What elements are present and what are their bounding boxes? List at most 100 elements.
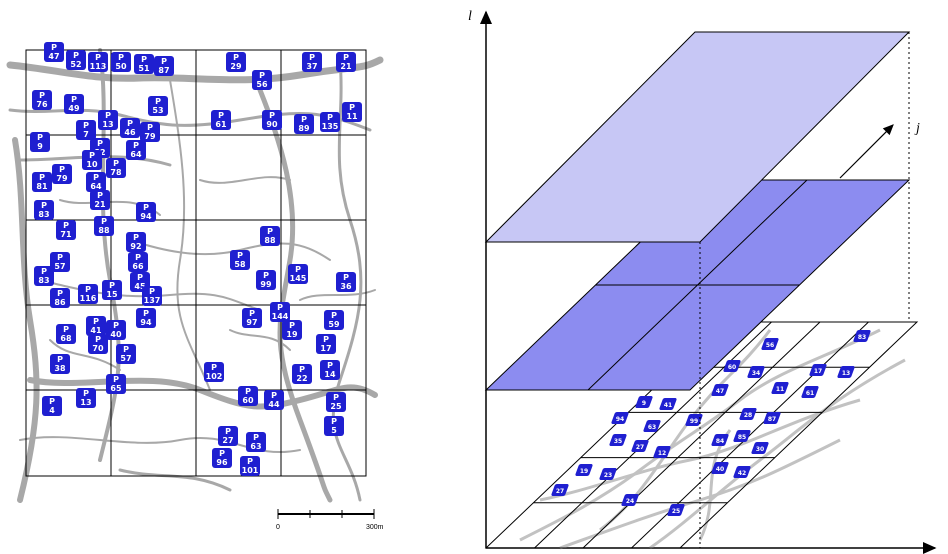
parking-marker-small: 40	[711, 462, 729, 474]
parking-marker: P88	[260, 226, 280, 246]
depth-axis-label: j	[914, 121, 920, 136]
parking-marker-box	[211, 110, 231, 130]
parking-marker-letter: P	[83, 389, 89, 398]
parking-marker-letter: P	[73, 51, 79, 60]
parking-marker-letter: P	[233, 53, 239, 62]
parking-marker-box	[34, 200, 54, 220]
parking-marker-small: 63	[643, 420, 661, 432]
parking-marker: P88	[94, 216, 114, 236]
parking-marker-small-box	[837, 366, 855, 378]
parking-marker-number: 25	[330, 402, 342, 411]
parking-marker-small-number: 41	[664, 402, 672, 409]
parking-marker-box	[136, 202, 156, 222]
parking-marker-box	[50, 288, 70, 308]
parking-marker-box	[226, 52, 246, 72]
parking-marker: P29	[226, 52, 246, 72]
parking-marker-small-box	[611, 412, 629, 424]
parking-marker-number: 113	[90, 62, 107, 71]
parking-marker-small-box	[609, 434, 627, 446]
parking-marker: P15	[102, 280, 122, 300]
parking-marker-number: 37	[306, 62, 317, 71]
parking-marker-box	[66, 50, 86, 70]
parking-marker-letter: P	[63, 325, 69, 334]
parking-marker: P17	[316, 334, 336, 354]
parking-marker-small-box	[653, 446, 671, 458]
parking-marker-box	[270, 302, 290, 322]
parking-marker-number: 41	[90, 326, 102, 335]
parking-marker-box	[42, 396, 62, 416]
parking-marker-box	[260, 226, 280, 246]
parking-marker-small-number: 19	[580, 468, 588, 475]
parking-marker-box	[320, 360, 340, 380]
parking-marker-small-box	[599, 468, 617, 480]
parking-marker-box	[120, 118, 140, 138]
parking-marker: P68	[56, 324, 76, 344]
parking-marker: P83	[34, 200, 54, 220]
parking-marker: P37	[302, 52, 322, 72]
parking-marker-small-box	[801, 386, 819, 398]
parking-marker: P21	[336, 52, 356, 72]
parking-marker-number: 21	[94, 200, 106, 209]
parking-marker-small: 83	[853, 330, 871, 342]
parking-marker-small: 23	[599, 468, 617, 480]
parking-marker: P79	[140, 122, 160, 142]
parking-marker-letter: P	[161, 57, 167, 66]
parking-marker: P9	[30, 132, 50, 152]
parking-marker: P10	[82, 150, 102, 170]
parking-marker-small: 87	[763, 412, 781, 424]
scale-end-label: 300m	[366, 524, 384, 531]
parking-marker-box	[44, 42, 64, 62]
parking-marker-number: 101	[242, 466, 259, 475]
parking-marker-number: 49	[68, 104, 80, 113]
parking-marker-number: 52	[70, 60, 81, 69]
middle-plane	[484, 179, 911, 391]
parking-marker-number: 94	[140, 212, 152, 221]
parking-marker-letter: P	[143, 203, 149, 212]
parking-marker: P81	[32, 172, 52, 192]
parking-marker-letter: P	[85, 285, 91, 294]
parking-marker: P66	[128, 252, 148, 272]
parking-marker-small-number: 42	[738, 470, 746, 477]
parking-marker-small-number: 83	[858, 334, 866, 341]
parking-marker-small-box	[751, 442, 769, 454]
parking-marker-small-box	[551, 484, 569, 496]
parking-marker: P79	[52, 164, 72, 184]
parking-marker-small: 42	[733, 466, 751, 478]
parking-marker-number: 17	[320, 344, 331, 353]
parking-marker-number: 96	[216, 458, 228, 467]
parking-marker-letter: P	[271, 391, 277, 400]
parking-marker-number: 92	[130, 242, 141, 251]
parking-marker-small-number: 56	[766, 342, 774, 349]
parking-marker-box	[320, 112, 340, 132]
parking-marker-small-box	[761, 338, 779, 350]
parking-marker-small: 94	[611, 412, 629, 424]
parking-marker-letter: P	[57, 355, 63, 364]
parking-marker-small-box	[739, 408, 757, 420]
parking-marker-small-number: 9	[642, 400, 646, 407]
parking-marker-small-number: 60	[728, 364, 736, 371]
parking-marker-letter: P	[133, 233, 139, 242]
parking-marker-box	[336, 52, 356, 72]
parking-marker: P56	[252, 70, 272, 90]
parking-marker-number: 57	[54, 262, 65, 271]
parking-marker-box	[76, 120, 96, 140]
parking-marker-box	[50, 252, 70, 272]
parking-marker: P94	[136, 308, 156, 328]
parking-marker-small-box	[575, 464, 593, 476]
parking-marker-small: 27	[631, 440, 649, 452]
parking-marker-number: 14	[324, 370, 336, 379]
parking-marker-box	[90, 190, 110, 210]
parking-marker-small: 25	[667, 504, 685, 516]
parking-marker-small-number: 40	[716, 466, 724, 473]
parking-marker-number: 19	[286, 330, 298, 339]
parking-marker-letter: P	[149, 287, 155, 296]
parking-marker-letter: P	[277, 303, 283, 312]
parking-marker-letter: P	[97, 191, 103, 200]
parking-marker-number: 50	[115, 62, 127, 71]
parking-marker: P57	[116, 344, 136, 364]
parking-marker: P44	[264, 390, 284, 410]
parking-marker-number: 15	[106, 290, 118, 299]
